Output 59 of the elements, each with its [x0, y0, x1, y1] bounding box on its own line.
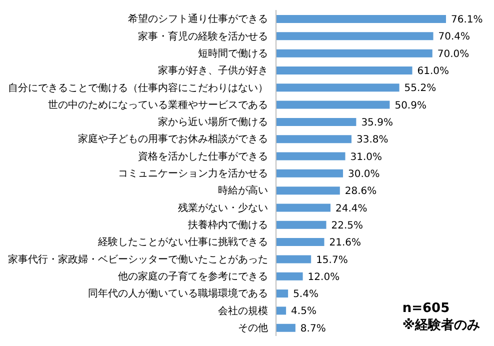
- bar: [276, 169, 344, 178]
- y-tick-label: 扶養枠内で働ける: [187, 219, 268, 232]
- bar: [276, 32, 434, 40]
- data-label: 76.1%: [451, 14, 483, 26]
- data-label: 70.4%: [438, 32, 470, 43]
- bar: [276, 238, 324, 246]
- y-tick-label: 時給が高い: [218, 184, 268, 197]
- y-tick-label: 家庭や子どもの用事でお休み相談ができる: [78, 133, 268, 146]
- y-tick-label: 家事・育児の経験を活かせる: [138, 30, 268, 42]
- annotation: n=605: [402, 300, 451, 317]
- data-label: 22.5%: [331, 220, 364, 232]
- data-label: 33.8%: [356, 134, 388, 146]
- data-label: 50.9%: [394, 100, 426, 112]
- bar: [276, 255, 312, 264]
- y-tick-label: 短時間で働ける: [198, 47, 268, 60]
- data-label: 15.7%: [316, 254, 348, 266]
- bar: [276, 324, 296, 332]
- y-tick-label: 自分にできることで働ける（仕事内容にこだわりはない）: [8, 82, 268, 94]
- y-tick-label: コミュニケーション力を活かせる: [118, 168, 268, 180]
- y-tick-label: 家事が好き、子供が好き: [158, 64, 268, 77]
- y-tick-label: 家から近い場所で働ける: [158, 116, 268, 128]
- y-tick-label: 同年代の人が働いている職場環境である: [88, 288, 268, 300]
- annotation: ※経験者のみ: [402, 317, 480, 334]
- data-label: 8.7%: [300, 323, 326, 334]
- bar: [276, 66, 412, 74]
- data-label: 24.4%: [336, 203, 368, 214]
- data-label: 21.6%: [329, 238, 362, 249]
- y-tick-label: 経験したことがない仕事に挑戦できる: [97, 236, 268, 248]
- y-tick-label: その他: [238, 322, 268, 334]
- data-label: 35.9%: [361, 117, 393, 128]
- bar: [276, 272, 303, 280]
- bar: [276, 220, 326, 229]
- bar: [276, 204, 331, 212]
- y-tick-label: 希望のシフト通り仕事ができる: [128, 13, 268, 26]
- data-label: 61.0%: [417, 66, 450, 78]
- y-tick-label: 他の家庭の子育てを参考にできる: [118, 270, 268, 282]
- bar: [276, 152, 346, 160]
- y-tick-label: 会社の規模: [218, 304, 268, 317]
- data-label: 4.5%: [291, 306, 316, 318]
- bar: [276, 306, 286, 315]
- y-tick-label: 資格を活かした仕事ができる: [138, 150, 268, 162]
- data-label: 28.6%: [344, 186, 377, 198]
- data-label: 31.0%: [350, 152, 382, 163]
- bar: [276, 186, 340, 195]
- bar: [276, 135, 352, 144]
- y-tick-label: 残業がない・少ない: [178, 202, 268, 214]
- bar: [276, 15, 446, 23]
- data-label: 70.0%: [437, 48, 470, 60]
- bar: [276, 49, 432, 58]
- data-label: 12.0%: [308, 272, 340, 283]
- data-label: 55.2%: [404, 83, 436, 94]
- bar: [276, 290, 288, 298]
- data-label: 30.0%: [348, 168, 380, 180]
- bar: [276, 84, 400, 92]
- y-tick-label: 家事代行・家政婦・ベビーシッターで働いたことがあった: [8, 253, 268, 266]
- data-label: 5.4%: [293, 289, 318, 300]
- bar: [276, 118, 356, 126]
- bar: [276, 100, 390, 109]
- y-tick-label: 世の中のためになっている業種やサービスである: [48, 98, 268, 111]
